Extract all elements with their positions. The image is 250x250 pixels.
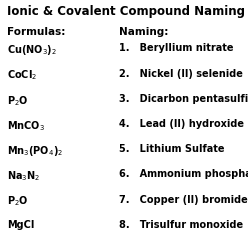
Text: 5.   Lithium Sulfate: 5. Lithium Sulfate [119, 144, 224, 154]
Text: MgCl: MgCl [8, 220, 35, 230]
Text: 8.   Trisulfur monoxide: 8. Trisulfur monoxide [119, 220, 243, 230]
Text: MnCO$_3$: MnCO$_3$ [8, 119, 46, 133]
Text: 3.   Dicarbon pentasulfide: 3. Dicarbon pentasulfide [119, 94, 250, 104]
Text: 1.   Beryllium nitrate: 1. Beryllium nitrate [119, 44, 234, 54]
Text: P$_2$O: P$_2$O [8, 194, 29, 208]
Text: Ionic & Covalent Compound Naming Race Answers: Ionic & Covalent Compound Naming Race An… [8, 5, 250, 18]
Text: Na$_3$N$_2$: Na$_3$N$_2$ [8, 170, 41, 183]
Text: Cu(NO$_3$)$_2$: Cu(NO$_3$)$_2$ [8, 44, 57, 58]
Text: Naming:: Naming: [119, 26, 168, 36]
Text: 2.   Nickel (II) selenide: 2. Nickel (II) selenide [119, 68, 243, 78]
Text: 4.   Lead (II) hydroxide: 4. Lead (II) hydroxide [119, 119, 244, 129]
Text: CoCl$_2$: CoCl$_2$ [8, 68, 38, 82]
Text: Formulas:: Formulas: [8, 26, 66, 36]
Text: Mn$_3$(PO$_4$)$_2$: Mn$_3$(PO$_4$)$_2$ [8, 144, 64, 158]
Text: P$_2$O: P$_2$O [8, 94, 29, 108]
Text: 6.   Ammonium phosphate: 6. Ammonium phosphate [119, 170, 250, 179]
Text: 7.   Copper (II) bromide: 7. Copper (II) bromide [119, 194, 248, 204]
